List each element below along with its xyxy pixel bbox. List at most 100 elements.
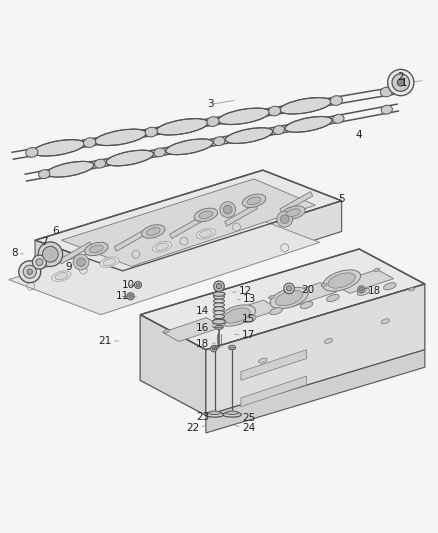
Polygon shape [9,207,320,314]
Ellipse shape [230,347,234,350]
Circle shape [284,283,294,294]
Ellipse shape [33,140,85,156]
Ellipse shape [103,259,116,266]
Text: 1: 1 [401,78,407,88]
Ellipse shape [214,137,225,146]
Text: 22: 22 [186,423,199,433]
Text: 23: 23 [196,411,209,422]
Ellipse shape [244,316,256,322]
Ellipse shape [279,98,332,114]
Ellipse shape [212,347,217,350]
Polygon shape [123,201,342,302]
Ellipse shape [213,292,225,296]
Circle shape [220,201,236,217]
Polygon shape [206,284,425,415]
Ellipse shape [214,295,224,299]
Ellipse shape [409,287,415,291]
Ellipse shape [52,271,71,281]
Circle shape [216,284,222,289]
Polygon shape [241,376,307,407]
Circle shape [19,261,41,282]
Circle shape [214,281,224,292]
Ellipse shape [95,159,106,168]
Ellipse shape [211,345,218,350]
Ellipse shape [154,148,165,157]
Polygon shape [333,270,394,293]
Ellipse shape [85,243,108,256]
Ellipse shape [218,108,270,125]
Ellipse shape [199,211,213,219]
Ellipse shape [214,314,224,319]
Circle shape [392,74,410,91]
Ellipse shape [323,270,360,291]
Ellipse shape [242,194,266,207]
Polygon shape [170,217,202,239]
Text: 16: 16 [196,323,209,333]
Circle shape [212,348,215,350]
Ellipse shape [214,303,224,307]
Ellipse shape [141,225,165,238]
Circle shape [211,346,217,352]
Ellipse shape [330,96,343,106]
Ellipse shape [328,273,355,288]
Circle shape [23,265,36,278]
Ellipse shape [214,311,224,314]
Ellipse shape [381,105,392,114]
Circle shape [134,281,141,288]
Ellipse shape [55,272,68,280]
Text: 18: 18 [368,286,381,296]
Text: 18: 18 [196,338,209,349]
Polygon shape [206,350,425,433]
Text: 7: 7 [41,237,47,247]
Ellipse shape [223,308,250,323]
Ellipse shape [258,358,267,363]
Ellipse shape [229,345,236,350]
Ellipse shape [84,138,96,148]
Circle shape [127,293,134,300]
Circle shape [27,269,32,274]
Ellipse shape [247,197,261,205]
Ellipse shape [205,412,224,417]
Ellipse shape [106,150,154,166]
Circle shape [358,286,365,293]
Ellipse shape [321,283,327,287]
Polygon shape [140,314,206,415]
Ellipse shape [380,87,392,97]
Ellipse shape [225,128,273,143]
Ellipse shape [216,312,222,316]
Ellipse shape [215,326,223,329]
Ellipse shape [333,115,344,123]
Ellipse shape [327,295,339,302]
Circle shape [397,79,404,86]
Circle shape [129,295,132,298]
Ellipse shape [374,268,380,272]
Polygon shape [35,240,123,302]
Text: 5: 5 [338,193,345,204]
Ellipse shape [156,119,208,135]
Text: 13: 13 [243,294,256,304]
Text: 12: 12 [239,286,252,296]
Text: 3: 3 [207,100,214,109]
Ellipse shape [214,318,224,322]
Ellipse shape [152,241,172,252]
Circle shape [277,211,293,227]
Ellipse shape [163,329,170,333]
Ellipse shape [286,209,300,216]
Circle shape [32,255,46,269]
Ellipse shape [285,117,332,132]
Ellipse shape [146,228,160,235]
Ellipse shape [218,305,255,326]
Ellipse shape [300,302,313,309]
Polygon shape [280,191,313,213]
Circle shape [223,205,232,214]
Text: 8: 8 [11,248,18,259]
Ellipse shape [213,321,225,328]
Ellipse shape [26,148,38,157]
Circle shape [136,283,140,287]
Text: 4: 4 [356,130,363,140]
Polygon shape [276,282,337,306]
Polygon shape [219,300,280,324]
Text: 10: 10 [122,280,135,290]
Polygon shape [35,170,342,271]
Text: 11: 11 [116,291,129,301]
